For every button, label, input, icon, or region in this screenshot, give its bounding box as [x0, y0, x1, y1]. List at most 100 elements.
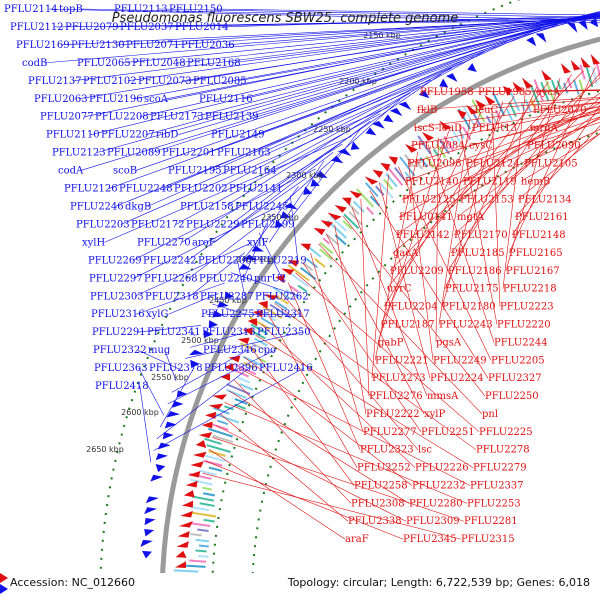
gene-label: PFLU2206: [198, 255, 252, 266]
gene-feature-mark: [240, 342, 257, 353]
leader-line: [44, 15, 600, 64]
reverse-gene-arrow: [398, 101, 412, 111]
reverse-gene-arrow: [535, 33, 547, 43]
leader-line: [138, 367, 165, 416]
gene-label: araF: [345, 534, 369, 545]
kbp-scale: 2150 kbp 2200 kbp 2250 kbp 2300 kbp 2350 kbp…: [86, 31, 401, 454]
forward-gene-arrow: [183, 490, 195, 498]
gene-label: xylH: [82, 237, 105, 248]
gene-label: PFLU2207: [101, 130, 155, 141]
forward-gene-arrow: [258, 300, 268, 309]
leader-line: [108, 56, 474, 189]
gene-label: PFLU2396: [204, 363, 258, 374]
gene-label: PFLU2201: [162, 148, 216, 159]
gene-feature-mark: [201, 453, 226, 463]
gene-label: PFLU2317: [256, 309, 310, 320]
leader-line: [188, 213, 275, 279]
gene-feature-mark: [404, 171, 412, 180]
gene-label: PFLU2309: [406, 516, 460, 527]
leader-line: [137, 349, 181, 370]
forward-gene-arrow: [185, 480, 198, 488]
leader-line: [255, 334, 474, 468]
gene-label: mrdA: [530, 123, 559, 134]
label-leader-lines: [44, 8, 600, 540]
gene-label: PFLU2065: [77, 58, 131, 69]
gene-feature-mark: [353, 200, 365, 213]
genome-backbone-ring: [159, 36, 600, 590]
leader-line: [224, 402, 468, 504]
forward-gene-arrow: [475, 99, 486, 110]
leader-line: [158, 8, 600, 18]
reverse-gene-arrow: [467, 63, 477, 72]
gene-feature-mark: [213, 406, 230, 415]
leader-line: [147, 85, 421, 207]
gene-feature-mark: [355, 188, 375, 208]
leader-line: [132, 168, 316, 261]
gene-label: mmsA: [427, 391, 459, 402]
leader-line: [511, 104, 600, 236]
kbp-tick-label: 2500 kbp: [181, 336, 219, 345]
gene-feature-mark: [262, 305, 283, 319]
gene-label: PFLU2246: [70, 202, 124, 213]
gene-feature-mark: [206, 444, 231, 453]
leader-line: [474, 98, 600, 111]
leader-line: [444, 86, 538, 289]
gene-label: PFLU2204: [384, 302, 438, 313]
forward-gene-arrow: [364, 176, 379, 185]
gene-label: xylF: [247, 237, 268, 248]
reverse-gene-arrow: [284, 202, 298, 210]
leader-line: [164, 350, 177, 382]
gene-label: PFLU2141: [229, 184, 283, 195]
leader-line: [156, 367, 249, 439]
forward-gene-arrow: [187, 470, 201, 478]
kbp-tick-label: 2550 kbp: [151, 373, 189, 382]
leader-line: [220, 413, 349, 522]
gene-feature-mark: [209, 422, 229, 431]
gene-feature-mark: [300, 266, 317, 280]
gene-feature-mark: [530, 98, 536, 108]
gene-label: PFLU2199: [241, 219, 295, 230]
forward-gene-arrow: [252, 309, 264, 318]
reverse-gene-arrow: [383, 114, 394, 123]
reverse-gene-arrow: [189, 349, 204, 356]
gene-feature-mark: [486, 115, 492, 124]
leader-line: [517, 133, 600, 200]
reverse-gene-arrow: [190, 359, 200, 369]
gene-label: PFLU2036: [181, 40, 235, 51]
gene-label: leuC: [475, 105, 499, 116]
accession-text: Accession: NC_012660: [10, 576, 135, 589]
leader-line: [404, 109, 600, 182]
gene-feature-mark: [204, 437, 222, 445]
leader-line: [78, 13, 600, 100]
gene-label: PFLU2140: [405, 176, 459, 187]
leader-line: [279, 99, 401, 207]
forward-gene-arrow: [341, 197, 352, 206]
kbp-tick-label: 2200 kbp: [339, 77, 377, 86]
gene-feature-mark: [520, 102, 526, 112]
reverse-gene-arrow: [418, 89, 430, 99]
gene-label: PFLU2279: [473, 463, 527, 474]
leader-line: [377, 130, 450, 343]
gene-label: PFLU2158: [180, 202, 234, 213]
gene-label: hemB: [521, 176, 550, 187]
gene-label: PFLU2077: [40, 112, 94, 123]
gene-feature-mark: [224, 405, 234, 411]
gene-arrows: [140, 17, 600, 569]
gene-feature-mark: [416, 161, 424, 170]
forward-gene-arrow: [242, 327, 253, 336]
gene-label: PFLU2167: [506, 266, 560, 277]
gene-label: mug: [148, 345, 171, 356]
reverse-gene-arrow: [150, 474, 164, 482]
gene-label: PFLU2287: [200, 291, 254, 302]
gene-label: PFLU2134: [518, 194, 572, 205]
leader-line: [258, 232, 283, 279]
leader-line: [255, 17, 576, 135]
gene-label: ribD: [156, 130, 178, 141]
leader-line: [427, 144, 495, 343]
gene-label: PFLU2126: [64, 184, 118, 195]
gene-label: PFLU2232: [412, 480, 466, 491]
leader-line: [171, 349, 248, 393]
leader-line: [491, 106, 501, 307]
leader-line: [351, 207, 428, 397]
reverse-gene-arrow: [310, 178, 320, 187]
